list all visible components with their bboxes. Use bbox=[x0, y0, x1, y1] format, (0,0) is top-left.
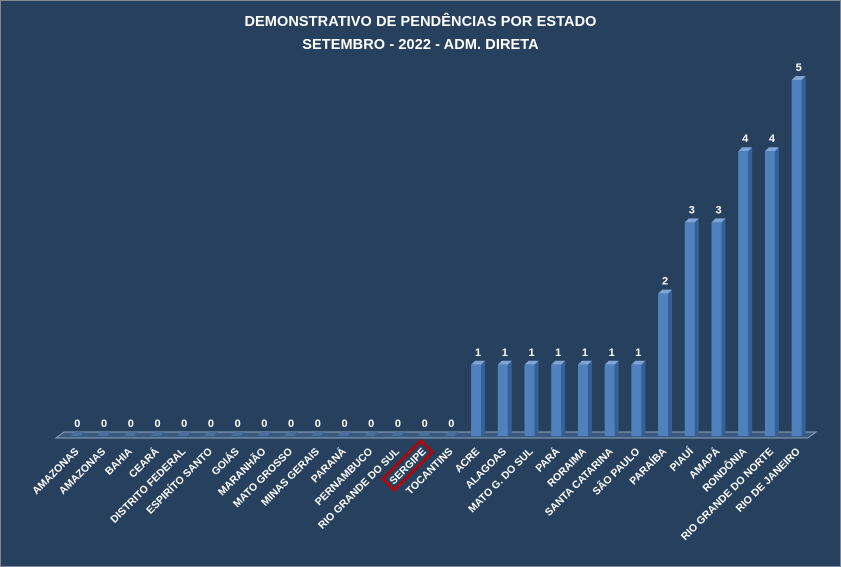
bar-top bbox=[738, 147, 753, 152]
bar bbox=[230, 432, 245, 436]
bar bbox=[658, 293, 669, 436]
data-label: 4 bbox=[742, 133, 749, 145]
data-label: 0 bbox=[341, 418, 347, 430]
bar bbox=[257, 432, 272, 436]
bar-side bbox=[801, 76, 806, 436]
data-label: 1 bbox=[502, 347, 508, 359]
bar bbox=[390, 432, 405, 436]
bar-side bbox=[721, 218, 726, 436]
bar bbox=[684, 222, 695, 436]
data-label: 2 bbox=[662, 276, 668, 288]
bar-top bbox=[791, 76, 806, 80]
bar-top bbox=[658, 289, 673, 294]
bar-side bbox=[587, 360, 592, 436]
data-label: 0 bbox=[315, 418, 321, 430]
bar-top bbox=[551, 360, 566, 365]
bar-side bbox=[774, 147, 779, 436]
bar-side bbox=[668, 289, 673, 436]
bar bbox=[417, 432, 432, 436]
bar bbox=[551, 364, 562, 436]
bar bbox=[631, 364, 642, 436]
data-label: 0 bbox=[208, 418, 214, 430]
bar bbox=[738, 151, 749, 436]
data-label: 0 bbox=[181, 418, 187, 430]
highlight-box bbox=[381, 438, 435, 492]
data-label: 0 bbox=[395, 418, 401, 430]
bar-side bbox=[641, 360, 646, 436]
data-label: 5 bbox=[796, 62, 802, 74]
data-label: 4 bbox=[769, 133, 776, 145]
bar bbox=[150, 432, 165, 436]
bar-side bbox=[614, 360, 619, 436]
bar bbox=[337, 432, 352, 436]
bar-top bbox=[684, 218, 699, 223]
bar-top bbox=[497, 360, 512, 365]
bar-side bbox=[694, 218, 699, 436]
data-label: 0 bbox=[74, 418, 80, 430]
data-label: 0 bbox=[101, 418, 107, 430]
bar bbox=[764, 151, 775, 436]
bar-side bbox=[507, 360, 512, 436]
data-label: 3 bbox=[689, 204, 695, 216]
bar-top bbox=[471, 360, 486, 365]
data-label: 1 bbox=[528, 347, 534, 359]
data-label: 1 bbox=[555, 347, 561, 359]
bar-top bbox=[764, 147, 779, 152]
bar bbox=[711, 222, 722, 436]
bar-side bbox=[561, 360, 566, 436]
bar-top bbox=[631, 360, 646, 365]
data-label: 0 bbox=[154, 418, 160, 430]
data-label: 0 bbox=[261, 418, 267, 430]
data-label: 1 bbox=[582, 347, 588, 359]
bar bbox=[577, 364, 588, 436]
bar bbox=[284, 432, 299, 436]
data-label: 0 bbox=[128, 418, 134, 430]
data-label: 1 bbox=[609, 347, 615, 359]
data-label: 3 bbox=[715, 204, 721, 216]
data-label: 0 bbox=[448, 418, 454, 430]
bar-top bbox=[604, 360, 619, 365]
bar-top bbox=[711, 218, 726, 223]
bar bbox=[604, 364, 615, 436]
bar bbox=[497, 364, 508, 436]
bar-side bbox=[534, 360, 539, 436]
chart-title: DEMONSTRATIVO DE PENDÊNCIAS POR ESTADO bbox=[244, 14, 597, 30]
data-label: 0 bbox=[422, 418, 428, 430]
bar-side bbox=[481, 360, 486, 436]
data-label: 0 bbox=[368, 418, 374, 430]
bar bbox=[123, 432, 138, 436]
bar bbox=[177, 432, 192, 436]
bar bbox=[524, 364, 535, 436]
bar bbox=[444, 432, 459, 436]
data-label: 0 bbox=[288, 418, 294, 430]
bar bbox=[70, 432, 85, 436]
bar bbox=[97, 432, 112, 436]
bar bbox=[364, 432, 379, 436]
chart-subtitle: SETEMBRO - 2022 - ADM. DIRETA bbox=[302, 37, 539, 53]
bar bbox=[471, 364, 482, 436]
bar bbox=[310, 432, 325, 436]
data-label: 0 bbox=[235, 418, 241, 430]
data-label: 1 bbox=[635, 347, 641, 359]
bar bbox=[203, 432, 218, 436]
data-label: 1 bbox=[475, 347, 481, 359]
bar-side bbox=[748, 147, 753, 436]
bar-top bbox=[577, 360, 592, 365]
chart-floor bbox=[54, 431, 818, 439]
bar-top bbox=[524, 360, 539, 365]
bar bbox=[791, 80, 802, 436]
